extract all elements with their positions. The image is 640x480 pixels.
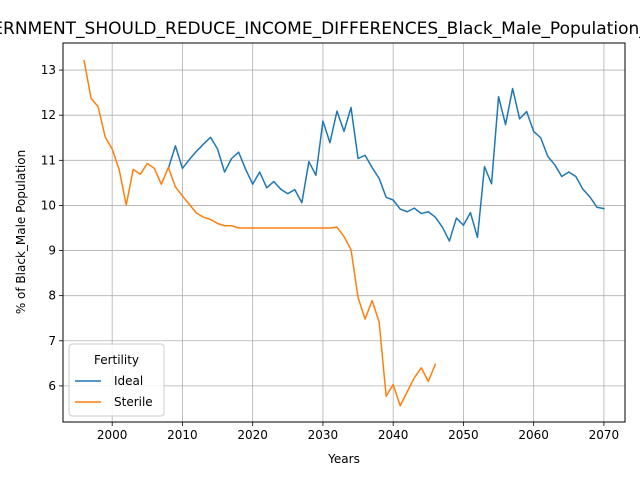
legend-label-sterile: Sterile (114, 395, 153, 409)
legend-label-ideal: Ideal (114, 374, 143, 388)
y-tick-label: 7 (48, 334, 56, 348)
y-tick-label: 11 (41, 153, 56, 167)
y-tick-label: 12 (41, 108, 56, 122)
plot-frame (62, 42, 626, 423)
x-tick-label: 2070 (589, 428, 620, 442)
y-axis: 6 7 8 9 10 11 12 13 (41, 63, 63, 393)
x-tick-label: 2040 (378, 428, 409, 442)
x-tick-label: 2060 (518, 428, 549, 442)
legend-title: Fertility (94, 353, 139, 367)
series-line-ideal (167, 87, 605, 242)
legend: Fertility Ideal Sterile (68, 343, 165, 417)
x-tick-label: 2030 (308, 428, 339, 442)
legend-box (68, 343, 165, 417)
series-line-sterile (83, 59, 437, 407)
y-tick-label: 10 (41, 198, 56, 212)
series-layer (83, 59, 605, 407)
chart-title: ERNMENT_SHOULD_REDUCE_INCOME_DIFFERENCES… (0, 19, 640, 39)
y-tick-label: 13 (41, 63, 56, 77)
y-axis-label: % of Black_Male Population (14, 150, 28, 314)
x-tick-label: 2020 (237, 428, 268, 442)
x-tick-label: 2050 (448, 428, 479, 442)
x-axis: 2000 2010 2020 2030 2040 2050 2060 2070 (97, 422, 619, 442)
x-tick-label: 2010 (167, 428, 198, 442)
y-tick-label: 8 (48, 289, 56, 303)
x-axis-label: Years (327, 452, 360, 466)
x-tick-label: 2000 (97, 428, 128, 442)
y-tick-label: 6 (48, 379, 56, 393)
y-tick-label: 9 (48, 244, 56, 258)
